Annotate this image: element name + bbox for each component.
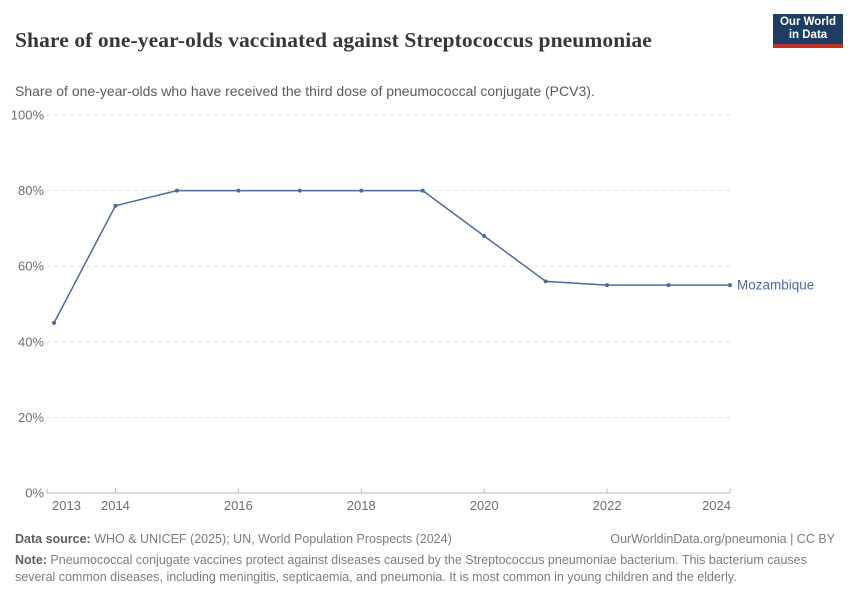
y-axis-label: 0% xyxy=(25,486,44,501)
data-point[interactable] xyxy=(482,233,487,238)
x-axis-label: 2016 xyxy=(224,498,253,513)
data-point[interactable] xyxy=(666,283,671,288)
data-point[interactable] xyxy=(174,188,179,193)
data-point[interactable] xyxy=(605,283,610,288)
data-source-text: WHO & UNICEF (2025); UN, World Populatio… xyxy=(90,532,452,546)
data-point[interactable] xyxy=(113,203,118,208)
y-axis-label: 20% xyxy=(18,410,44,425)
owid-url-link[interactable]: OurWorldinData.org/pneumonia | CC BY xyxy=(610,532,835,546)
chart-note: Note: Pneumococcal conjugate vaccines pr… xyxy=(15,552,807,587)
owid-logo-line2: in Data xyxy=(788,29,828,41)
note-text: Pneumococcal conjugate vaccines protect … xyxy=(15,552,807,585)
data-source-line: Data source: WHO & UNICEF (2025); UN, Wo… xyxy=(15,531,452,549)
x-axis-label: 2022 xyxy=(593,498,622,513)
data-point[interactable] xyxy=(420,188,425,193)
owid-logo[interactable]: Our World in Data xyxy=(773,14,843,48)
series-end-label[interactable]: Mozambique xyxy=(737,278,814,293)
y-axis-label: 60% xyxy=(18,259,44,274)
trend-line[interactable] xyxy=(53,189,731,324)
x-axis-label: 2018 xyxy=(347,498,376,513)
page-title: Share of one-year-olds vaccinated agains… xyxy=(15,28,652,53)
data-point[interactable] xyxy=(52,320,56,325)
chart-subtitle: Share of one-year-olds who have received… xyxy=(15,83,595,99)
data-point[interactable] xyxy=(728,283,732,288)
data-point[interactable] xyxy=(543,279,548,284)
note-label: Note: xyxy=(15,552,47,567)
y-axis-label: 40% xyxy=(18,334,44,349)
x-axis-label: 2013 xyxy=(52,498,81,513)
x-axis-label: 2014 xyxy=(101,498,130,513)
y-axis-label: 80% xyxy=(18,183,44,198)
chart-footer: Data source: WHO & UNICEF (2025); UN, Wo… xyxy=(15,531,835,587)
data-point[interactable] xyxy=(359,188,364,193)
x-axis-label: 2020 xyxy=(470,498,499,513)
owid-logo-line1: Our World xyxy=(779,16,836,28)
data-point[interactable] xyxy=(297,188,302,193)
x-axis-label: 2024 xyxy=(702,498,731,513)
data-point[interactable] xyxy=(236,188,241,193)
data-source-label: Data source: xyxy=(15,532,91,546)
y-axis-label: 100% xyxy=(11,108,45,123)
